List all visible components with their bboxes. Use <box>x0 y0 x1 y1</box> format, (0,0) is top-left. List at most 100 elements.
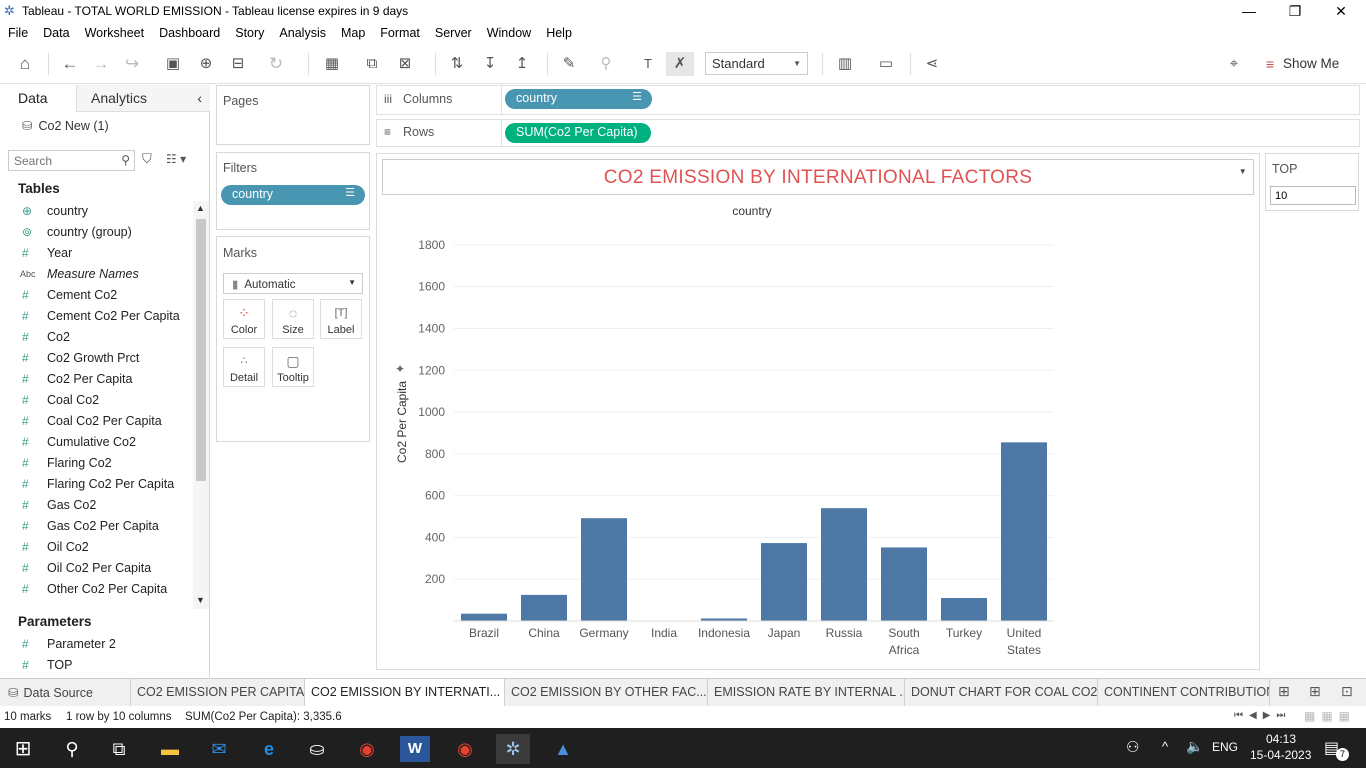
filter-pill-country[interactable]: country ☰ <box>221 185 365 205</box>
mark-type-select[interactable]: ▮ Automatic ▼ <box>223 273 363 294</box>
new-worksheet-icon[interactable]: ⊞ <box>1278 683 1290 699</box>
new-datasource-icon[interactable]: ⊕ <box>199 55 213 72</box>
menu-data[interactable]: Data <box>43 26 70 40</box>
menu-dashboard[interactable]: Dashboard <box>159 26 221 40</box>
menu-server[interactable]: Server <box>434 26 472 40</box>
field-item[interactable]: # Flaring Co2 Per Capita <box>0 474 195 495</box>
minimize-button[interactable]: — <box>1242 3 1256 19</box>
top-parameter-input[interactable] <box>1270 186 1356 205</box>
maximize-button[interactable]: ❐ <box>1288 3 1302 19</box>
label-button[interactable]: [T] Label <box>320 299 362 339</box>
clock-time[interactable]: 04:13 <box>1266 732 1297 746</box>
tab-emission-rate-by-internal[interactable]: EMISSION RATE BY INTERNAL ... <box>708 679 905 707</box>
new-worksheet-icon[interactable]: ▦ <box>324 55 340 72</box>
menu-analysis[interactable]: Analysis <box>279 26 326 40</box>
replay-icon[interactable]: ↪ <box>124 54 140 73</box>
field-item[interactable]: # Coal Co2 Per Capita <box>0 411 195 432</box>
show-me-icon[interactable]: ≡ <box>1265 56 1275 72</box>
edge-icon[interactable]: e <box>263 739 274 759</box>
tab-donut-chart-coal[interactable]: DONUT CHART FOR COAL CO2 <box>905 679 1098 707</box>
field-item[interactable]: ⊚ country (group) <box>0 222 195 243</box>
field-item[interactable]: # Oil Co2 <box>0 537 195 558</box>
columns-pill-country[interactable]: country ☰ <box>505 89 652 109</box>
close-button[interactable]: ✕ <box>1335 3 1347 19</box>
people-icon[interactable]: ⚇ <box>1126 739 1140 756</box>
tab-continent-contribution[interactable]: CONTINENT CONTRIBUTION <box>1098 679 1270 707</box>
windows-start-icon[interactable]: ⊞ <box>14 738 32 760</box>
tab-data-source[interactable]: ⛁ Data Source <box>0 679 131 707</box>
cards-icon[interactable]: ▥ <box>837 55 853 72</box>
redo-icon[interactable]: → <box>92 54 110 73</box>
menu-story[interactable]: Story <box>235 26 265 40</box>
duplicate-icon[interactable]: ⧉ <box>366 55 378 72</box>
task-view-icon[interactable]: ⧉ <box>112 739 126 759</box>
color-button[interactable]: ⁘ Color <box>223 299 265 339</box>
search-box[interactable]: ⚲ <box>8 150 135 171</box>
save-icon[interactable]: ▣ <box>165 55 181 72</box>
fix-axes-icon[interactable]: ✗ <box>666 52 694 76</box>
field-item[interactable]: # Oil Co2 Per Capita <box>0 558 195 579</box>
field-item[interactable]: Abc Measure Names <box>0 264 195 285</box>
menu-worksheet[interactable]: Worksheet <box>84 26 145 40</box>
scroll-up-icon[interactable]: ▲ <box>196 203 205 213</box>
rows-pill-co2-per-capita[interactable]: SUM(Co2 Per Capita) <box>505 123 651 143</box>
menu-map[interactable]: Map <box>340 26 366 40</box>
tab-analytics[interactable]: Analytics ‹ <box>76 85 210 112</box>
chrome-icon[interactable]: ◉ <box>359 739 375 759</box>
field-item[interactable]: # Coal Co2 <box>0 390 195 411</box>
clock-date[interactable]: 15-04-2023 <box>1250 748 1312 762</box>
mail-icon[interactable]: ✉ <box>211 739 227 759</box>
collapse-icon[interactable]: ‹ <box>197 90 202 106</box>
new-story-icon[interactable]: ⊡ <box>1341 683 1353 699</box>
store-icon[interactable]: ⛀ <box>309 739 325 759</box>
chevron-down-icon[interactable]: ▼ <box>1238 167 1247 176</box>
detail-button[interactable]: ∴ Detail <box>223 347 265 387</box>
tab-navigation-icons[interactable]: ⏮◀▶⏭ <box>1234 710 1292 721</box>
show-me-button[interactable]: Show Me <box>1283 56 1340 71</box>
language-indicator[interactable]: ENG <box>1212 740 1239 754</box>
tableau-taskbar-icon[interactable]: ✲ <box>496 734 530 764</box>
search-icon[interactable]: ⚲ <box>65 739 79 759</box>
pause-updates-icon[interactable]: ⊟ <box>231 55 245 72</box>
field-list-scrollbar[interactable]: ▲ ▼ <box>193 201 209 609</box>
size-button[interactable]: ◌ Size <box>272 299 314 339</box>
scroll-down-icon[interactable]: ▼ <box>196 595 205 605</box>
search-input[interactable] <box>9 151 114 170</box>
filter-icon[interactable]: ⛉ <box>142 151 152 166</box>
chevron-up-icon[interactable]: ^ <box>1162 739 1169 754</box>
refresh-icon[interactable]: ↻ <box>268 54 284 73</box>
field-item[interactable]: # Co2 <box>0 327 195 348</box>
field-item[interactable]: # Year <box>0 243 195 264</box>
tab-co2-emission-by-international[interactable]: CO2 EMISSION BY INTERNATI... <box>305 679 505 707</box>
tab-data[interactable]: Data <box>0 85 76 112</box>
swap-icon[interactable]: ⇅ <box>450 55 464 72</box>
volume-icon[interactable]: 🔈 <box>1186 738 1204 754</box>
field-item[interactable]: # Gas Co2 Per Capita <box>0 516 195 537</box>
scrollbar-thumb[interactable] <box>196 219 206 481</box>
rows-shelf[interactable]: ≡ Rows SUM(Co2 Per Capita) <box>376 119 1360 147</box>
field-item[interactable]: # Co2 Per Capita <box>0 369 195 390</box>
datasource-item[interactable]: ⛁ Co2 New (1) <box>22 118 109 133</box>
photos-icon[interactable]: ▲ <box>554 739 572 759</box>
group-members-icon[interactable]: ⚲ <box>600 55 612 72</box>
tab-co2-emission-by-other-factors[interactable]: CO2 EMISSION BY OTHER FAC... <box>505 679 708 707</box>
view-options-icon[interactable]: ☷ ▾ <box>166 152 187 166</box>
sort-descending-icon[interactable]: ↥ <box>515 55 529 72</box>
field-item[interactable]: # Cumulative Co2 <box>0 432 195 453</box>
word-icon[interactable]: W <box>400 736 430 762</box>
field-item[interactable]: # Flaring Co2 <box>0 453 195 474</box>
view-mode-icons[interactable]: ▦▦▦ <box>1304 709 1357 723</box>
file-explorer-icon[interactable]: ▬ <box>161 739 179 759</box>
format-painter-icon[interactable]: ⌖ <box>1229 55 1239 72</box>
pages-card[interactable]: Pages <box>216 85 370 145</box>
new-dashboard-icon[interactable]: ⊞ <box>1309 683 1321 699</box>
filters-card[interactable]: Filters country ☰ <box>216 152 370 230</box>
field-item[interactable]: # Co2 Growth Prct <box>0 348 195 369</box>
menu-file[interactable]: File <box>8 26 29 40</box>
tab-co2-emission-per-capita[interactable]: CO2 EMISSION PER CAPITA <box>131 679 305 707</box>
menu-format[interactable]: Format <box>380 26 420 40</box>
menu-help[interactable]: Help <box>546 26 572 40</box>
show-labels-icon[interactable]: T <box>644 56 652 71</box>
field-item[interactable]: # Cement Co2 Per Capita <box>0 306 195 327</box>
undo-icon[interactable]: ← <box>61 54 79 73</box>
